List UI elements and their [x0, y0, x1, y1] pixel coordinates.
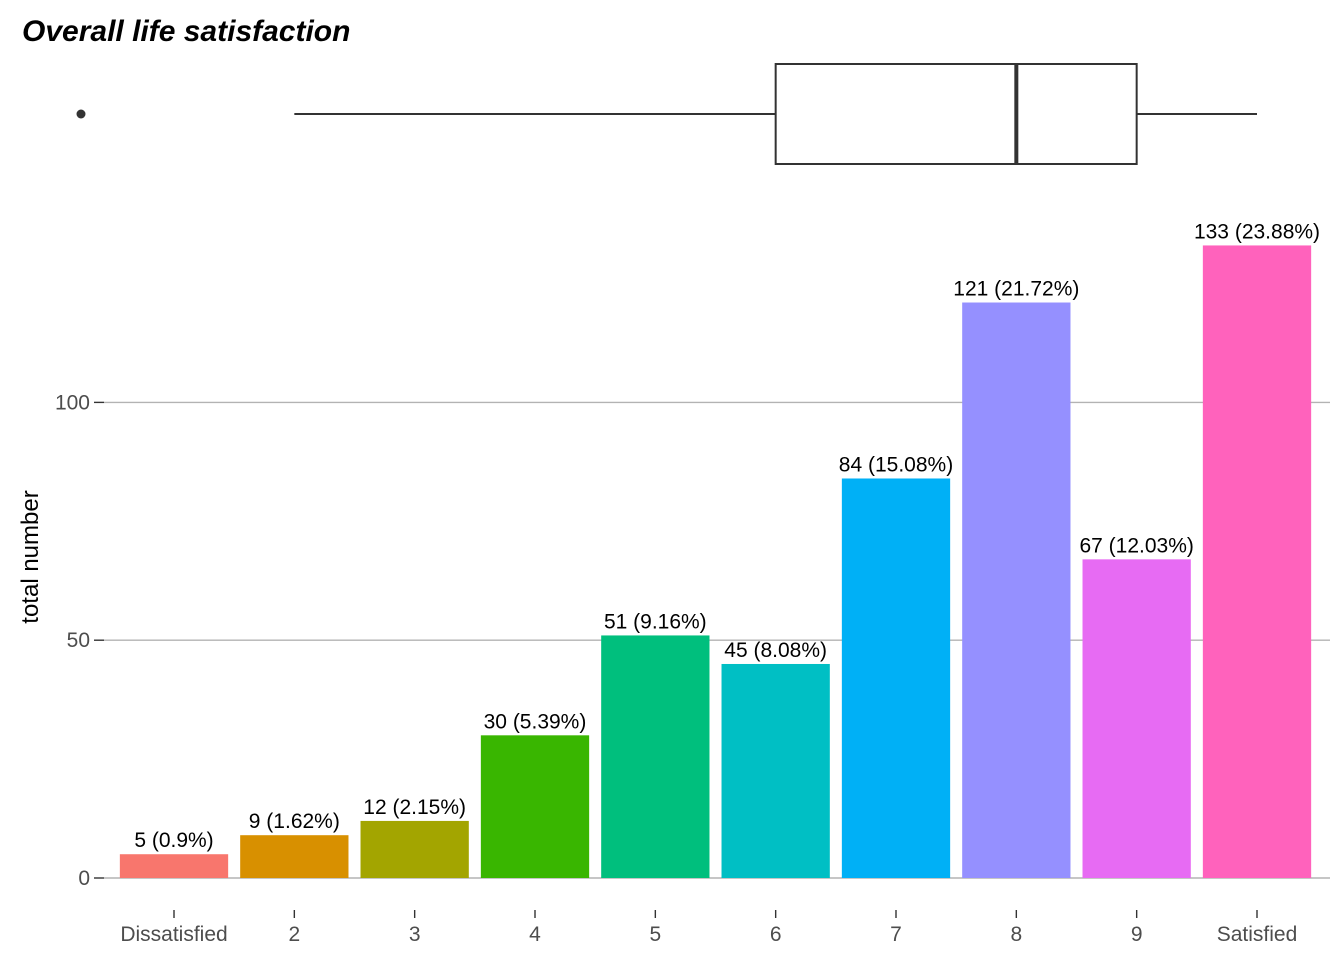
bar-6	[841, 478, 951, 878]
data-label-1: 9 (1.62%)	[249, 810, 340, 833]
data-label-7: 121 (21.72%)	[953, 278, 1079, 301]
data-label-5: 45 (8.08%)	[724, 639, 827, 662]
chart-title: Overall life satisfaction	[22, 15, 350, 48]
x-tick-label-7: 8	[1010, 923, 1022, 946]
y-tick-label-50: 50	[67, 629, 90, 652]
boxplot-box	[774, 63, 1138, 165]
boxplot	[76, 63, 1257, 165]
data-label-0: 5 (0.9%)	[134, 829, 213, 852]
bar-9	[1202, 245, 1312, 878]
bar-0	[119, 854, 229, 878]
bar-3	[480, 735, 590, 878]
y-axis-title: total number	[17, 490, 44, 623]
bar-1	[240, 835, 349, 878]
x-tick-label-3: 4	[529, 923, 541, 946]
y-tick-label-0: 0	[78, 867, 90, 890]
data-label-2: 12 (2.15%)	[363, 796, 466, 819]
bar-8	[1082, 559, 1191, 878]
x-tick-label-8: 9	[1131, 923, 1143, 946]
data-label-8: 67 (12.03%)	[1079, 534, 1193, 557]
bar-7	[962, 302, 1071, 878]
data-labels: 5 (0.9%) 9 (1.62%) 12 (2.15%) 30 (5.39%) 51 …	[134, 220, 1320, 852]
axis-ticks: 0 50 100 Dissatisfied 2 3 4 5 6 7 8 9 Satisfied	[55, 391, 1297, 946]
x-tick-label-1: 2	[288, 923, 300, 946]
bar-4	[601, 635, 710, 878]
bar-5	[721, 663, 830, 878]
data-label-9: 133 (23.88%)	[1194, 220, 1320, 243]
x-tick-label-0: Dissatisfied	[120, 923, 227, 946]
x-tick-label-5: 6	[770, 923, 782, 946]
data-label-4: 51 (9.16%)	[604, 610, 707, 633]
bars	[119, 245, 1312, 878]
x-tick-label-6: 7	[890, 923, 902, 946]
boxplot-outlier-0	[76, 109, 86, 119]
y-tick-label-100: 100	[55, 391, 90, 414]
bar-2	[360, 820, 469, 878]
x-tick-label-9: Satisfied	[1217, 923, 1298, 946]
data-label-6: 84 (15.08%)	[839, 453, 953, 476]
data-label-3: 30 (5.39%)	[484, 710, 587, 733]
x-tick-label-4: 5	[649, 923, 661, 946]
x-tick-label-2: 3	[409, 923, 421, 946]
